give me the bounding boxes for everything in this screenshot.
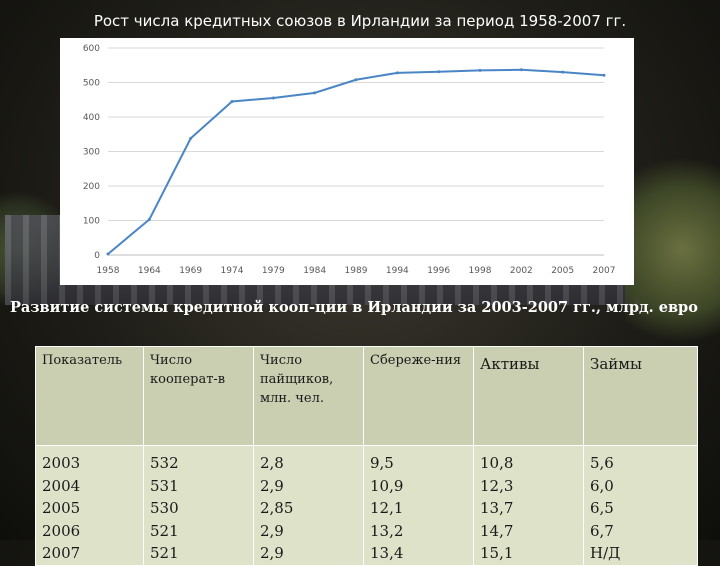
x-tick-label: 1979 [262,266,285,276]
table-cell: 13,4 [370,544,404,562]
data-point [230,99,234,103]
table-cell: 2,85 [260,499,294,517]
table-cell: Н/Д [590,544,621,562]
data-point [106,252,110,256]
column-header-members: Число пайщиков, млн. чел. [253,346,364,446]
table-cell: 531 [150,476,179,495]
table-cell: 2,8 [260,454,284,472]
data-point [478,68,482,72]
data-point [561,70,565,74]
data-point [395,71,399,75]
table-cell: 2007 [42,544,81,562]
table-cell: 9,5 [370,454,394,472]
x-tick-label: 1974 [221,266,244,276]
y-tick-label: 200 [83,182,100,192]
table-cell: 521 [150,521,179,540]
column-cells-savings: 9,5 10,9 12,1 13,2 13,4 [363,445,474,566]
series-line [107,68,605,255]
y-tick-label: 300 [83,148,100,158]
table-cell: 13,2 [370,521,404,540]
y-tick-label: 400 [83,113,100,123]
column-header-loans: Займы [583,346,698,446]
table-cell: 2,9 [260,476,284,495]
x-tick-label: 1984 [303,266,326,276]
line-chart-panel: 0 100 200 300 400 500 600 1958 1964 1969 1974 1979 1… [60,38,634,285]
x-tick-label: 1958 [97,266,120,276]
line-chart: 0 100 200 300 400 500 600 1958 1964 1969 1974 1979 1… [83,44,616,276]
data-point [602,73,606,77]
data-point [271,96,275,100]
table-cell: 14,7 [480,521,514,540]
data-point [147,217,151,221]
table-cell: 2006 [42,521,81,540]
column-cells-members: 2,8 2,9 2,85 2,9 2,9 [253,445,364,566]
x-tick-label: 1996 [427,266,450,276]
table-cell: 6,0 [590,476,614,495]
table-cell: 5,6 [590,454,614,472]
tree-foliage-right [625,150,720,350]
slide-title: Рост числа кредитных союзов в Ирландии з… [93,12,627,30]
table-cell: 2,9 [260,544,284,562]
table-cell: 10,9 [370,476,404,495]
table-cell: 2003 [42,454,81,472]
x-tick-label: 1994 [386,266,409,276]
data-point [313,91,317,95]
table-cell: 15,1 [480,544,514,562]
table-cell: 2,9 [260,521,284,540]
table-cell: 521 [150,544,179,562]
table-cell: 13,7 [480,499,514,517]
column-header-cooperatives: Число кооперат-в [143,346,254,446]
x-tick-label: 2005 [551,266,574,276]
x-tick-label: 1964 [138,266,161,276]
column-cells-loans: 5,6 6,0 6,5 6,7 Н/Д [583,445,698,566]
data-point [519,68,523,72]
column-cells-year: 2003 2004 2005 2006 2007 [35,445,144,566]
data-table: Показатель Число кооперат-в Число пайщик… [35,346,698,566]
data-point [189,136,193,140]
table-cell: 2005 [42,499,81,517]
table-header-row: Показатель Число кооперат-в Число пайщик… [35,346,698,446]
table-cell: 6,5 [590,499,614,517]
x-tick-label: 1998 [469,266,492,276]
table-cell: 530 [150,499,179,517]
x-tick-label: 2002 [510,266,533,276]
table-cell: 532 [150,454,179,472]
y-tick-label: 500 [83,79,100,89]
data-point [437,70,441,74]
table-title: Развитие системы кредитной кооп-ции в Ир… [10,299,698,316]
x-tick-label: 1969 [179,266,202,276]
y-tick-label: 100 [83,217,100,227]
table-cell: 2004 [42,476,81,495]
table-body-row: 2003 2004 2005 2006 2007 532 531 530 521… [35,445,698,566]
column-header-indicator: Показатель [35,346,144,446]
x-tick-label: 2007 [593,266,616,276]
column-cells-assets: 10,8 12,3 13,7 14,7 15,1 [473,445,584,566]
column-cells-cooperatives: 532 531 530 521 521 [143,445,254,566]
column-header-savings: Сбереже-ния [363,346,474,446]
table-cell: 12,3 [480,476,514,495]
column-header-assets: Активы [473,346,584,446]
y-tick-label: 600 [83,44,100,54]
y-tick-label: 0 [94,251,100,261]
table-cell: 6,7 [590,521,614,540]
table-cell: 10,8 [480,454,514,472]
data-point [354,78,358,82]
x-tick-label: 1989 [345,266,368,276]
table-cell: 12,1 [370,499,404,517]
